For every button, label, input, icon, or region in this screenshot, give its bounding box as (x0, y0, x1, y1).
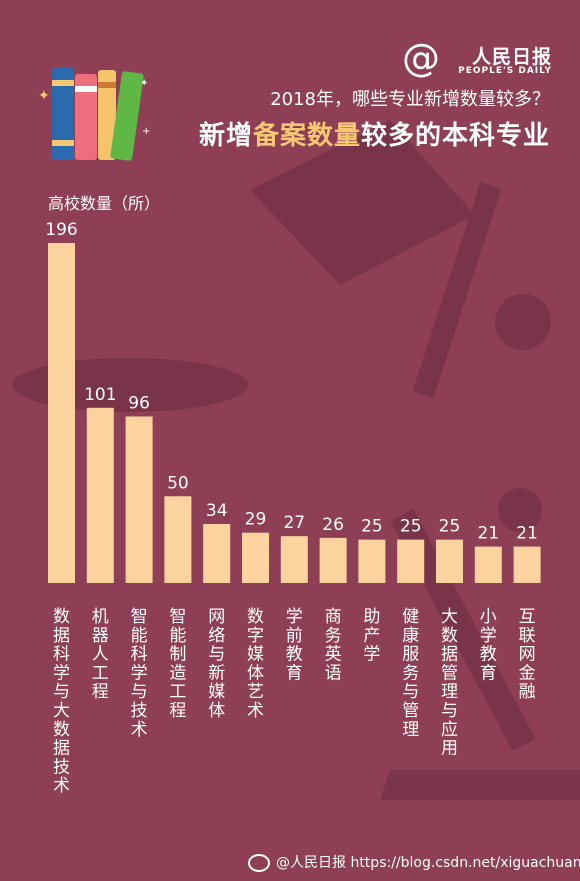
bar-8 (319, 537, 347, 583)
svg-text:✦: ✦ (38, 88, 50, 104)
bar-9 (358, 539, 386, 583)
y-axis-label: 高校数量（所） (48, 194, 161, 213)
subtitle: 2018年，哪些专业新增数量较多？ (270, 89, 550, 110)
bar-value-label: 25 (400, 517, 422, 537)
at-sign-icon: @ (402, 36, 440, 80)
category-label: 机器人工程 (92, 607, 109, 702)
bar-value-label: 50 (167, 473, 189, 493)
bar-value-label: 25 (361, 517, 383, 537)
bar-12 (474, 546, 502, 583)
title-part-1: 新增 (198, 121, 253, 151)
category-label: 数字媒体艺术 (247, 607, 264, 721)
category-label: 网络与新媒体 (208, 607, 225, 721)
bar-11 (436, 539, 463, 583)
bar-value-label: 101 (84, 385, 116, 405)
bar-6 (242, 532, 269, 583)
bar-value-label: 34 (206, 501, 228, 521)
bar-2 (86, 407, 114, 583)
bar-value-label: 96 (128, 393, 150, 413)
bar-value-label: 196 (45, 220, 77, 240)
bar-value-label: 21 (516, 524, 538, 544)
category-label: 健康服务与管理 (402, 607, 419, 740)
title-highlight: 备案数量 (252, 121, 361, 151)
bar-10 (397, 539, 425, 583)
books-icon: ✦ ✦ + (38, 68, 150, 161)
bar-4 (164, 496, 192, 583)
bar-1 (48, 243, 75, 583)
logo-english: PEOPLE'S DAILY (458, 66, 552, 76)
category-label: 智能制造工程 (169, 607, 186, 721)
category-label: 数据科学与大数据技术 (53, 607, 70, 796)
bar-value-label: 26 (322, 515, 344, 535)
logo-name: 人民日报 (471, 46, 552, 68)
bar-13 (513, 546, 541, 583)
page-title: 新增备案数量较多的本科专业 (199, 118, 550, 154)
bar-3 (125, 416, 153, 583)
bar-value-label: 21 (477, 524, 499, 544)
weibo-icon (248, 854, 270, 872)
category-label: 大数据管理与应用 (441, 607, 458, 759)
bar-5 (203, 524, 231, 583)
bar-value-label: 27 (283, 513, 305, 533)
bar-7 (280, 536, 308, 583)
svg-text:+: + (142, 126, 150, 137)
header: 2018年，哪些专业新增数量较多？ 新增备案数量较多的本科专业 (199, 88, 550, 154)
svg-text:✦: ✦ (140, 78, 148, 89)
watermark: @人民日报 https://blog.csdn.net/xiguachuangk… (248, 852, 580, 872)
bar-value-label: 25 (439, 517, 461, 537)
bar-value-label: 29 (245, 510, 267, 530)
category-label: 助产学 (363, 607, 380, 665)
title-part-3: 较多的本科专业 (360, 121, 550, 151)
category-label: 商务英语 (325, 607, 342, 683)
category-label: 学前教育 (286, 607, 303, 683)
category-label: 互联网金融 (519, 607, 536, 702)
watermark-text: @人民日报 https://blog.csdn.net/xiguachuangk… (276, 855, 580, 871)
category-label: 小学教育 (480, 607, 497, 683)
category-label: 智能科学与技术 (131, 607, 148, 740)
